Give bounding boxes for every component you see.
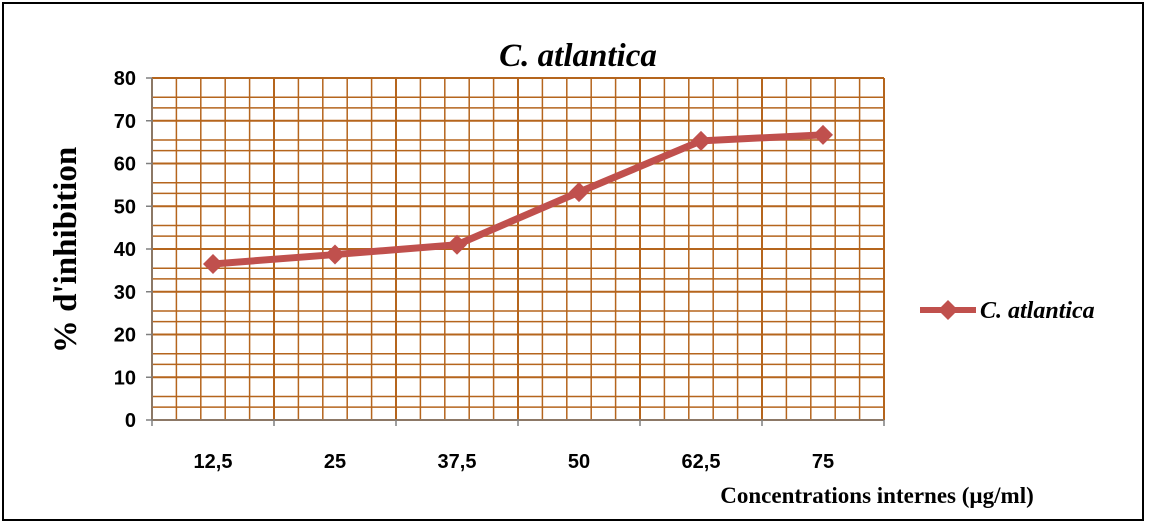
- y-tick-label: 70: [114, 111, 136, 133]
- series-line: [212, 131, 824, 268]
- x-tick-label: 12,5: [194, 451, 233, 473]
- x-tick-label: 75: [812, 451, 834, 473]
- x-tick-label: 50: [568, 451, 590, 473]
- data-point: [203, 253, 223, 274]
- data-point: [325, 244, 345, 265]
- axes: [146, 77, 885, 426]
- x-tick-label: 37,5: [438, 451, 477, 473]
- chart-title: C. atlantica: [499, 38, 657, 74]
- series-layer: [203, 124, 833, 274]
- x-tick-labels: 12,5 25 37,5 50 62,5 75: [194, 451, 835, 473]
- chart-frame: [2, 2, 1144, 521]
- data-point: [691, 130, 711, 151]
- data-point: [569, 182, 589, 203]
- legend-label: C. atlantica: [980, 298, 1095, 324]
- y-tick-label: 50: [114, 196, 136, 218]
- data-point: [813, 124, 833, 145]
- x-tick-label: 25: [324, 451, 346, 473]
- x-axis-label: Concentrations internes (µg/ml): [720, 483, 1034, 508]
- y-tick-label: 0: [125, 410, 136, 432]
- y-tick-labels: 0 10 20 30 40 50 60 70 80: [114, 68, 136, 432]
- y-tick-label: 60: [114, 154, 136, 176]
- y-tick-label: 20: [114, 325, 136, 347]
- gridlines: [151, 77, 885, 421]
- y-tick-label: 10: [114, 367, 136, 389]
- legend: C. atlantica: [920, 298, 1095, 324]
- x-tick-label: 62,5: [682, 451, 721, 473]
- y-tick-label: 40: [114, 239, 136, 261]
- y-tick-label: 30: [114, 282, 136, 304]
- legend-marker: [938, 300, 958, 320]
- y-axis-label: % d'inhibition: [48, 147, 84, 353]
- data-point: [447, 234, 467, 255]
- y-tick-label: 80: [114, 68, 136, 90]
